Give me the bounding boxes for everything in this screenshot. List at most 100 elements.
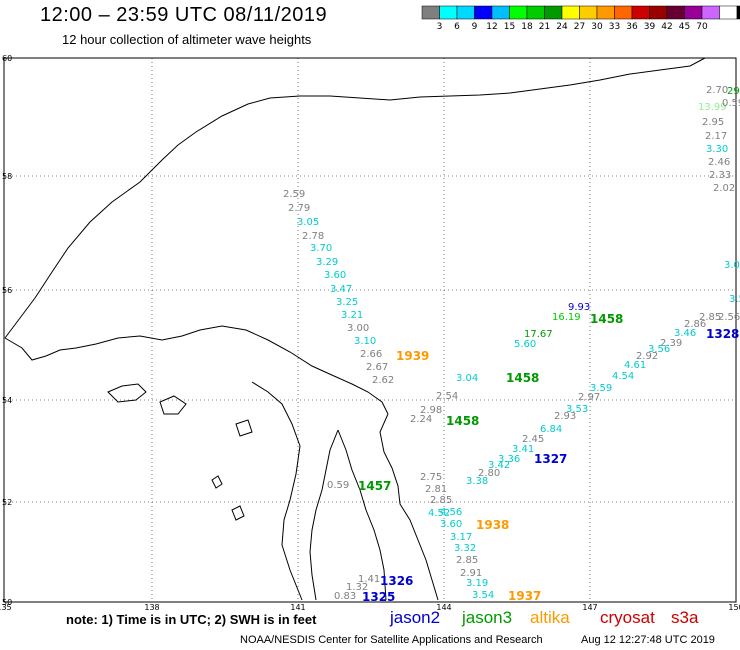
wave-height-reading: 3.60: [440, 519, 462, 530]
wave-height-reading: 2.80: [478, 468, 500, 479]
wave-height-reading: 2.62: [372, 375, 394, 386]
longitude-label: 141: [290, 603, 305, 612]
color-scale-label: 15: [504, 22, 515, 32]
pass-id-label: 1458: [506, 371, 539, 385]
wave-height-reading: 6.84: [540, 424, 562, 435]
wave-height-reading: 2.45: [522, 434, 544, 445]
wave-height-reading: 3.41: [512, 444, 534, 455]
color-scale-label: 39: [644, 22, 656, 32]
wave-height-reading: 3.30: [706, 144, 728, 155]
wave-height-readings: 2.702913.990.592.952.173.302.462.332.022…: [283, 85, 740, 602]
color-swatch: [666, 5, 685, 20]
wave-height-reading: 2.33: [709, 170, 731, 181]
longitude-label: 135: [0, 603, 12, 612]
wave-height-reading: 2.97: [578, 392, 600, 403]
color-scale-label: 9: [472, 22, 478, 32]
wave-height-reading: 2.86: [684, 319, 706, 330]
wave-height-reading: 3.21: [341, 310, 363, 321]
color-swatch: [736, 5, 740, 20]
wave-height-reading: 3.04: [456, 373, 478, 384]
wave-height-reading: 2.54: [436, 391, 458, 402]
wave-height-reading: 4.54: [612, 371, 634, 382]
wave-height-reading: 29: [727, 86, 740, 97]
wave-height-reading: 3.56: [729, 294, 740, 305]
latitude-label: 58: [2, 172, 12, 181]
sakhalin-coast: [309, 429, 387, 601]
wave-height-reading: 3.56: [648, 344, 670, 355]
pass-id-labels: 1939 1458 1458 1458 1328 1327 1457 1938 1326 1325…: [358, 312, 739, 604]
color-scale-label: 27: [574, 22, 585, 32]
color-swatch: [456, 5, 475, 20]
wave-height-reading: 2.67: [366, 362, 388, 373]
wave-height-reading: 3.59: [590, 383, 612, 394]
color-swatch: [491, 5, 510, 20]
wave-height-reading: 5.60: [514, 339, 536, 350]
wave-height-reading: 9.93: [568, 302, 590, 313]
wave-height-reading: 2.59: [283, 189, 305, 200]
latitude-label: 54: [2, 396, 12, 405]
color-swatch: [614, 5, 633, 20]
wave-height-reading: 16.19: [552, 312, 581, 323]
color-swatch: [631, 5, 650, 20]
wave-height-reading: 3.29: [316, 257, 338, 268]
lat-lon-grid: 605856545250135138141144147150: [0, 54, 740, 612]
color-scale-label: 70: [696, 22, 708, 32]
satellite-legend-item: jason3: [462, 608, 513, 627]
satellite-legend-item: jason2: [390, 608, 441, 627]
longitude-label: 144: [436, 603, 451, 612]
wave-height-reading: 1.41: [358, 574, 380, 585]
wave-height-reading: 1.32: [346, 582, 368, 593]
wave-height-reading: 2.66: [360, 349, 382, 360]
pass-id-label: 1939: [396, 349, 429, 363]
wave-height-reading: 0.83: [334, 591, 356, 602]
wave-height-reading: 3.60: [324, 270, 346, 281]
wave-height-reading: 3.19: [466, 578, 488, 589]
wave-height-reading: 3.10: [354, 336, 376, 347]
pass-id-label: 1457: [358, 479, 391, 493]
color-scale-label: 3: [437, 22, 443, 32]
color-swatch: [544, 5, 563, 20]
satellite-legend-item: s3a: [671, 608, 699, 627]
color-swatch: [719, 5, 738, 20]
credit-line: NOAA/NESDIS Center for Satellite Applica…: [240, 634, 543, 646]
wave-height-reading: 2.56: [718, 312, 740, 323]
wave-height-reading: 2.78: [302, 231, 324, 242]
color-swatch: [439, 5, 458, 20]
satellite-legend-item: cryosat: [600, 608, 655, 627]
pass-id-label: 1326: [380, 574, 413, 588]
wave-height-reading: 2.24: [410, 414, 432, 425]
wave-height-reading: 4.52: [428, 508, 450, 519]
pass-id-label: 1937: [508, 589, 541, 603]
wave-height-reading: 3.32: [454, 543, 476, 554]
color-swatch: [421, 5, 440, 20]
wave-height-reading: 17.67: [524, 329, 553, 340]
pass-id-label: 1327: [534, 452, 567, 466]
wave-height-reading: 3.53: [566, 404, 588, 415]
wave-height-reading: 2.46: [708, 157, 730, 168]
wave-height-reading: 3.25: [336, 297, 358, 308]
color-swatch: [684, 5, 703, 20]
color-swatch: [596, 5, 615, 20]
color-swatch: [526, 5, 545, 20]
color-scale-label: 30: [591, 22, 603, 32]
wave-height-reading: 3.00: [347, 323, 369, 334]
wave-height-reading: 2.91: [460, 568, 482, 579]
color-scale-label: 42: [661, 22, 672, 32]
generated-timestamp: Aug 12 12:27:48 UTC 2019: [581, 634, 715, 646]
wave-height-reading: 3.70: [310, 243, 332, 254]
wave-height-reading: 2.95: [702, 117, 724, 128]
satellite-legend-item: altika: [530, 608, 570, 627]
wave-height-reading: 3.47: [330, 284, 352, 295]
wave-height-reading: 0.59: [327, 480, 349, 491]
wave-height-reading: 2.93: [554, 411, 576, 422]
pass-id-label: 1328: [706, 327, 739, 341]
wave-height-reading: 2.39: [660, 338, 682, 349]
coastline: [4, 57, 706, 601]
wave-height-reading: 2.85: [430, 495, 452, 506]
longitude-label: 150: [728, 603, 740, 612]
wave-height-reading: 3.05: [297, 217, 319, 228]
longitude-label: 138: [144, 603, 159, 612]
wave-height-reading: 3.46: [674, 328, 696, 339]
wave-height-reading: 2.92: [636, 351, 658, 362]
color-scale-label: 45: [679, 22, 690, 32]
